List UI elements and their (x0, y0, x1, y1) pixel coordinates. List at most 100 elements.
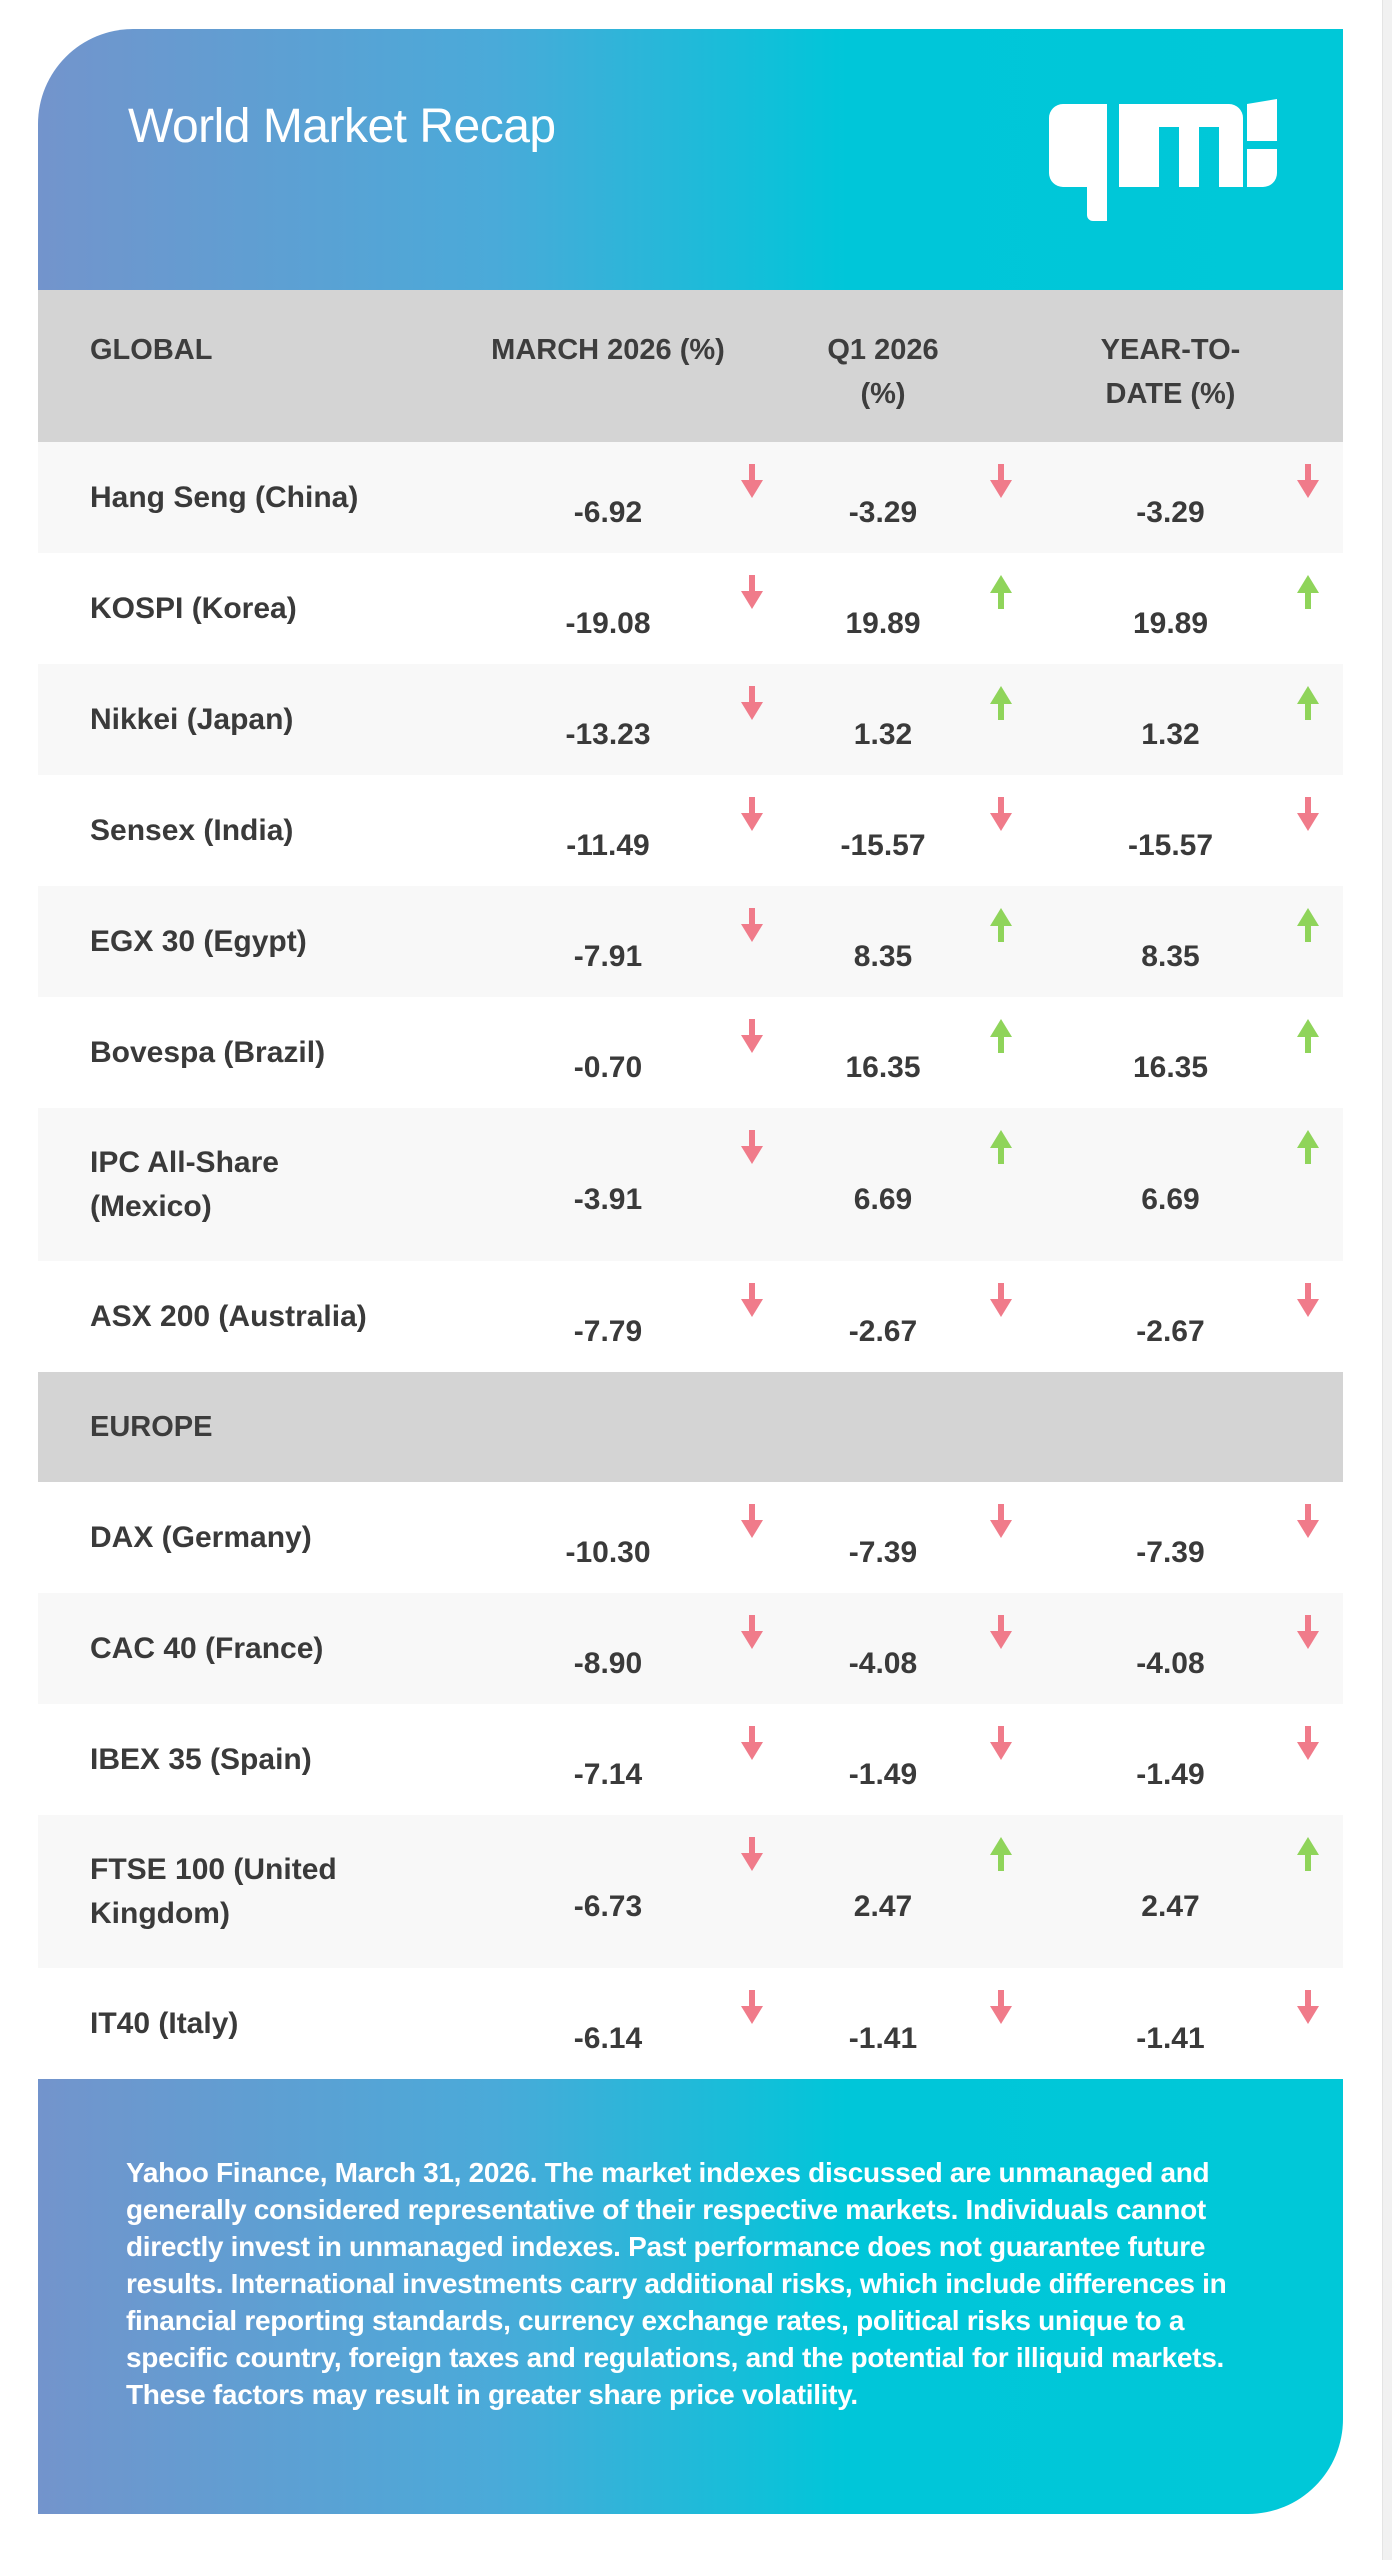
arrow-up-icon (1297, 575, 1319, 609)
ytd-value: -15.57 (1127, 829, 1214, 862)
index-name: FTSE 100 (United Kingdom) (90, 1852, 337, 1930)
arrow-down-icon (990, 1990, 1012, 2024)
index-name: CAC 40 (France) (90, 1631, 324, 1665)
table-row: DAX (Germany) -10.30 -7.39 -7.39 (38, 1482, 1343, 1593)
ytd-value: 8.35 (1141, 940, 1200, 973)
arrow-down-icon (990, 1615, 1012, 1649)
q1-value: 19.89 (845, 607, 921, 640)
arrow-up-icon (1297, 908, 1319, 942)
arrow-down-icon (741, 575, 763, 609)
page-title: World Market Recap (128, 100, 556, 153)
q1-value: 6.69 (853, 1183, 913, 1216)
disclaimer-footer: Yahoo Finance, March 31, 2026. The marke… (38, 2079, 1343, 2514)
march-value: -7.79 (573, 1315, 643, 1348)
arrow-down-icon (741, 1283, 763, 1317)
column-header-ytd: YEAR-TO-DATE (%) (1100, 334, 1241, 410)
table-row: KOSPI (Korea) -19.08 19.89 19.89 (38, 553, 1343, 664)
q1-value: -1.49 (848, 1758, 918, 1791)
march-value: -19.08 (565, 607, 651, 640)
arrow-down-icon (741, 1726, 763, 1760)
disclaimer-text: Yahoo Finance, March 31, 2026. The marke… (126, 2157, 1227, 2410)
ytd-value: 16.35 (1132, 1051, 1209, 1084)
table-row: IT40 (Italy) -6.14 -1.41 -1.41 (38, 1968, 1343, 2079)
table-row: CAC 40 (France) -8.90 -4.08 -4.08 (38, 1593, 1343, 1704)
q1-value: -7.39 (848, 1536, 918, 1569)
arrow-down-icon (741, 1019, 763, 1053)
table-row: FTSE 100 (United Kingdom) -6.73 2.47 2.47 (38, 1815, 1343, 1968)
table-row: EGX 30 (Egypt) -7.91 8.35 8.35 (38, 886, 1343, 997)
arrow-down-icon (741, 908, 763, 942)
table-header: GLOBAL MARCH 2026 (%) Q1 2026 (%) YEAR-T… (38, 290, 1343, 442)
table-row: Hang Seng (China) -6.92 -3.29 -3.29 (38, 442, 1343, 553)
q1-value: -15.57 (840, 829, 926, 862)
ytd-value: -3.29 (1136, 496, 1205, 529)
q1-value: 16.35 (845, 1051, 921, 1084)
qmi-logo (1049, 99, 1277, 221)
q1-value: -2.67 (848, 1315, 918, 1348)
arrow-down-icon (1297, 1504, 1319, 1538)
arrow-down-icon (990, 1726, 1012, 1760)
march-value: -6.92 (573, 496, 643, 529)
table-row: Bovespa (Brazil) -0.70 16.35 16.35 (38, 997, 1343, 1108)
arrow-up-icon (990, 575, 1012, 609)
index-name: IT40 (Italy) (90, 2006, 239, 2040)
march-value: -0.70 (573, 1051, 643, 1084)
arrow-down-icon (741, 1837, 763, 1871)
q1-value: -1.41 (848, 2022, 918, 2055)
index-name: IPC All-Share (Mexico) (90, 1145, 279, 1223)
market-recap-card: World Market Recap GLOBAL MARCH 2026 (%)… (38, 29, 1343, 2514)
q1-value: 2.47 (853, 1890, 913, 1923)
index-name: ASX 200 (Australia) (90, 1299, 367, 1333)
column-header-global: GLOBAL (90, 334, 213, 366)
ytd-value: 19.89 (1132, 607, 1209, 640)
column-header-q1: Q1 2026 (%) (827, 334, 939, 410)
arrow-up-icon (1297, 1019, 1319, 1053)
arrow-down-icon (741, 1615, 763, 1649)
ytd-value: -1.41 (1136, 2022, 1205, 2055)
arrow-down-icon (741, 1504, 763, 1538)
arrow-down-icon (1297, 1990, 1319, 2024)
arrow-down-icon (741, 1130, 763, 1164)
arrow-up-icon (1297, 1130, 1319, 1164)
arrow-down-icon (1297, 1615, 1319, 1649)
ytd-value: -4.08 (1136, 1647, 1205, 1680)
arrow-up-icon (1297, 686, 1319, 720)
ytd-value: -7.39 (1136, 1536, 1205, 1569)
march-value: -6.73 (573, 1890, 643, 1923)
section-header-europe: EUROPE (38, 1372, 1343, 1482)
europe-rows: DAX (Germany) -10.30 -7.39 -7.39 CAC 40 (Fra… (38, 1482, 1343, 2079)
table-row: ASX 200 (Australia) -7.79 -2.67 -2.67 (38, 1261, 1343, 1372)
arrow-down-icon (741, 1990, 763, 2024)
march-value: -11.49 (566, 829, 650, 862)
ytd-value: 6.69 (1141, 1183, 1200, 1216)
arrow-up-icon (990, 908, 1012, 942)
arrow-up-icon (990, 1130, 1012, 1164)
arrow-up-icon (990, 1019, 1012, 1053)
march-value: -7.14 (573, 1758, 643, 1791)
arrow-up-icon (1297, 1837, 1319, 1871)
arrow-down-icon (1297, 464, 1319, 498)
index-name: EGX 30 (Egypt) (90, 924, 307, 958)
ytd-value: 2.47 (1141, 1890, 1200, 1923)
arrow-down-icon (1297, 1726, 1319, 1760)
arrow-up-icon (990, 1837, 1012, 1871)
arrow-down-icon (1297, 797, 1319, 831)
index-name: Nikkei (Japan) (90, 702, 294, 736)
march-value: -6.14 (573, 2022, 643, 2055)
q1-value: -4.08 (848, 1647, 918, 1680)
q1-value: -3.29 (848, 496, 918, 529)
index-name: IBEX 35 (Spain) (90, 1742, 312, 1776)
index-name: Sensex (India) (90, 813, 294, 847)
arrow-down-icon (990, 1283, 1012, 1317)
arrow-up-icon (990, 686, 1012, 720)
table-row: IBEX 35 (Spain) -7.14 -1.49 -1.49 (38, 1704, 1343, 1815)
ytd-value: -1.49 (1136, 1758, 1205, 1791)
march-value: -10.30 (565, 1536, 651, 1569)
arrow-down-icon (741, 797, 763, 831)
q1-value: 1.32 (853, 718, 913, 751)
scrollbar[interactable] (1382, 0, 1392, 2560)
index-name: Hang Seng (China) (90, 480, 359, 514)
arrow-down-icon (1297, 1283, 1319, 1317)
column-header-march: MARCH 2026 (%) (491, 334, 725, 366)
index-name: Bovespa (Brazil) (90, 1035, 326, 1069)
